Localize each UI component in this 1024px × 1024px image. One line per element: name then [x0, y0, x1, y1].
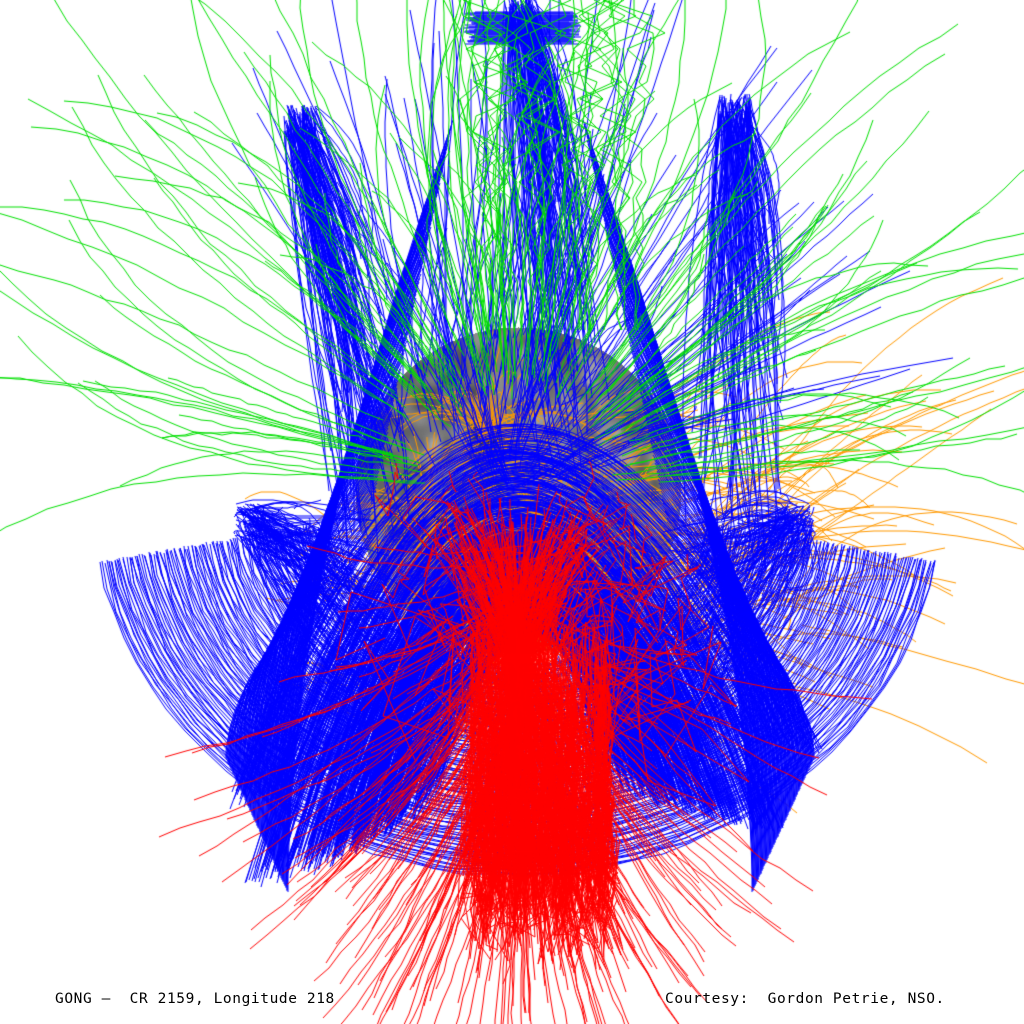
caption-right: Courtesy: Gordon Petrie, NSO. — [665, 990, 945, 1007]
caption-left: GONG — CR 2159, Longitude 218 — [55, 990, 335, 1007]
